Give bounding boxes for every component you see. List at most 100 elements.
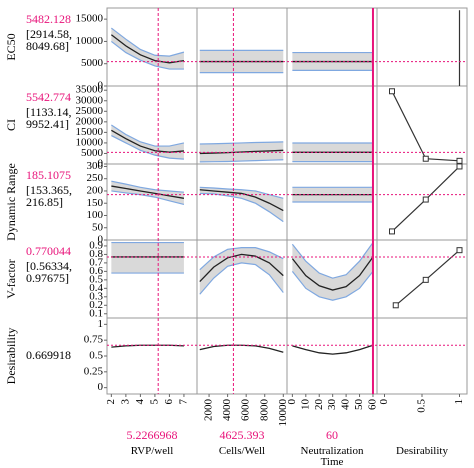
y-tick-label: 0.8 bbox=[89, 248, 103, 260]
y-tick-label: 0.6 bbox=[89, 265, 103, 277]
x-tick-label: 3 bbox=[119, 399, 131, 405]
factor-name: RVP/well bbox=[130, 445, 174, 457]
y-tick-label: 20000 bbox=[76, 115, 104, 127]
lower-bound bbox=[199, 159, 284, 163]
y-tick-label: 0.3 bbox=[89, 290, 103, 302]
y-tick-label: 0.9 bbox=[89, 239, 103, 251]
row-ci: [0.56334, bbox=[26, 259, 72, 273]
y-tick-label: 50 bbox=[92, 221, 104, 233]
y-tick-label: 0.4 bbox=[89, 282, 103, 294]
panel bbox=[376, 317, 468, 395]
y-tick-label: 1 bbox=[98, 318, 104, 330]
y-tick-label: 100 bbox=[87, 209, 104, 221]
y-tick-label: 5000 bbox=[81, 147, 104, 159]
desirability-handle bbox=[389, 228, 395, 235]
row-label: Dynamic Range bbox=[4, 163, 18, 241]
x-tick-label: 0 bbox=[286, 399, 298, 405]
row-ci: [153.365, bbox=[26, 183, 72, 197]
x-tick-label: 0.5 bbox=[416, 399, 428, 413]
upper-bound bbox=[199, 247, 284, 271]
desirability-handle bbox=[456, 157, 463, 164]
prediction bbox=[199, 189, 284, 212]
x-tick-label: 40 bbox=[340, 399, 352, 411]
panel bbox=[286, 7, 378, 87]
factor-value: 5.2266968 bbox=[127, 428, 178, 442]
panel bbox=[376, 239, 468, 319]
panel bbox=[106, 317, 198, 395]
upper-bound bbox=[199, 141, 284, 145]
y-tick-label: 0 bbox=[98, 158, 104, 170]
panel bbox=[286, 317, 378, 395]
y-tick-label: 0.75 bbox=[84, 334, 104, 346]
x-tick-label: 1 bbox=[453, 399, 465, 405]
factor-name: Neutralization Time bbox=[300, 445, 364, 468]
x-tick-label: 7 bbox=[177, 399, 189, 405]
upper-bound bbox=[111, 180, 184, 193]
y-tick-label: 15000 bbox=[76, 126, 104, 138]
row-ci: [1133.14, bbox=[26, 105, 72, 119]
row-ci: [2914.58, bbox=[26, 27, 72, 41]
lower-bound bbox=[199, 192, 284, 223]
row-ci: 9952.41] bbox=[26, 117, 69, 131]
y-tick-label: 0 bbox=[98, 381, 104, 393]
desirability-handle bbox=[456, 163, 463, 170]
x-tick-label: 30 bbox=[326, 399, 338, 411]
row-label: EC50 bbox=[4, 33, 18, 60]
y-tick-label: 10000 bbox=[76, 35, 104, 47]
confidence-band bbox=[292, 242, 373, 301]
x-tick-label: 2000 bbox=[203, 399, 215, 422]
panel bbox=[376, 7, 468, 87]
factor-value: 60 bbox=[326, 428, 338, 442]
y-tick-label: 200 bbox=[87, 184, 104, 196]
row-label: V-factor bbox=[4, 259, 18, 299]
row-ci: 8049.68] bbox=[26, 39, 69, 53]
y-tick-label: 0.2 bbox=[89, 299, 103, 311]
x-tick-label: 4 bbox=[134, 399, 146, 405]
y-tick-label: 0.1 bbox=[89, 307, 103, 319]
prediction bbox=[199, 253, 284, 282]
y-tick-label: 0 bbox=[98, 80, 104, 92]
x-tick-label: 5 bbox=[148, 399, 160, 405]
factor-name: Desirability bbox=[396, 445, 448, 457]
desirability-handle bbox=[389, 88, 395, 95]
y-tick-label: 15000 bbox=[76, 13, 104, 25]
prediction bbox=[111, 185, 185, 199]
y-tick-label: 5000 bbox=[81, 57, 104, 69]
x-tick-label: 6 bbox=[163, 399, 175, 405]
y-tick-label: 25000 bbox=[76, 105, 104, 117]
x-tick-label: 20 bbox=[313, 399, 325, 411]
y-tick-label: 250 bbox=[87, 172, 104, 184]
row-ci: 216.85] bbox=[26, 195, 63, 209]
y-tick-label: 300 bbox=[87, 160, 104, 172]
prediction bbox=[292, 344, 374, 355]
confidence-band bbox=[199, 187, 284, 222]
x-tick-label: 10 bbox=[299, 399, 311, 411]
y-tick-label: 30000 bbox=[76, 94, 104, 106]
row-value: 5482.128 bbox=[26, 12, 71, 26]
y-tick-label: 35000 bbox=[76, 84, 104, 96]
prediction bbox=[199, 149, 284, 155]
desirability-handle bbox=[422, 155, 429, 162]
lower-bound bbox=[111, 190, 185, 206]
confidence-band bbox=[111, 28, 184, 70]
x-tick-label: 8000 bbox=[258, 399, 270, 422]
x-tick-label: 2 bbox=[105, 399, 117, 405]
x-tick-label: 6000 bbox=[240, 399, 252, 422]
panel bbox=[196, 7, 288, 87]
desirability-handle bbox=[422, 196, 429, 203]
row-ci: 0.97675] bbox=[26, 271, 69, 285]
y-tick-label: 150 bbox=[87, 197, 104, 209]
y-tick-label: 0.5 bbox=[89, 350, 103, 362]
row-label: Desirability bbox=[4, 328, 18, 385]
y-tick-label: 0 bbox=[98, 234, 104, 246]
lower-bound bbox=[291, 270, 374, 301]
row-value: 185.1075 bbox=[26, 168, 71, 182]
row-value: 5542.774 bbox=[26, 90, 71, 104]
y-tick-label: 0.25 bbox=[84, 365, 104, 377]
upper-bound bbox=[199, 186, 284, 199]
x-tick-label: 50 bbox=[353, 399, 365, 411]
desirability-handle bbox=[392, 302, 399, 309]
x-tick-label: 60 bbox=[367, 399, 379, 411]
